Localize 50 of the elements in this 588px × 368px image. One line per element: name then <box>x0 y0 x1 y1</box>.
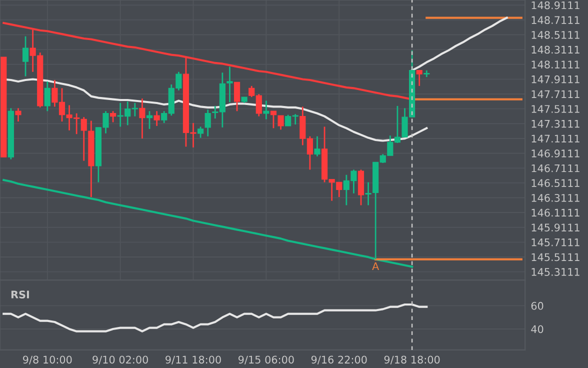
text: RSI <box>11 290 29 298</box>
x-tick-label: 9/10 02:00 <box>92 356 148 364</box>
y-tick-label: 147.1111 <box>532 134 580 142</box>
y-tick-label: 148.9111 <box>532 1 580 10</box>
candlestick <box>204 108 211 138</box>
candlestick <box>146 110 153 130</box>
candlestick <box>314 136 320 158</box>
y-tick-label: 145.5111 <box>532 253 580 262</box>
candlestick <box>44 80 50 112</box>
y-tick-label: 147.9111 <box>532 75 580 84</box>
data-label: A <box>372 262 380 270</box>
x-tick-label: 9/18 18:00 <box>384 356 440 364</box>
y-tick-label: 148.3111 <box>532 46 580 54</box>
y-tick-label: 145.7111 <box>532 238 580 246</box>
y-tick-label: 147.5111 <box>532 105 580 113</box>
y-tick-label: 147.3111 <box>532 120 580 128</box>
line-series <box>411 16 508 72</box>
candlestick <box>80 116 87 162</box>
x-tick-label: 9/16 22:00 <box>311 356 367 364</box>
candlestick <box>22 36 29 78</box>
candlestick <box>270 110 277 129</box>
line-series <box>2 178 414 268</box>
x-tick-label: 9/11 18:00 <box>166 356 221 364</box>
y-tick-label: 147.7111 <box>532 90 580 98</box>
y-tick-label: 148.1111 <box>532 60 580 68</box>
y-tick-label: 145.3111 <box>532 268 580 276</box>
candlestick <box>234 82 240 112</box>
y-tick-label: 148.7111 <box>532 16 580 24</box>
x-tick-label: 9/15 06:00 <box>238 356 294 364</box>
y-tick-label: 146.3111 <box>532 194 580 202</box>
y-tick-label: 146.7111 <box>532 164 580 172</box>
candlestick <box>278 114 284 130</box>
line-series <box>2 303 428 332</box>
y-tick-label: 148.5111 <box>532 30 580 39</box>
y-tick-label: 145.9111 <box>532 224 580 232</box>
candlestick <box>154 110 160 127</box>
candlestick <box>358 168 364 206</box>
candlestick <box>139 98 146 140</box>
y-tick-label: 146.1111 <box>532 208 580 217</box>
candlestick <box>15 107 22 122</box>
x-tick-label: 9/8 10:00 <box>23 356 72 364</box>
candlestick <box>416 70 422 87</box>
candlestick <box>365 182 372 206</box>
y-tick-label: 40 <box>531 325 544 334</box>
candlestick <box>226 66 233 103</box>
candlestick <box>110 110 116 123</box>
candlestick <box>198 126 204 138</box>
y-tick-label: 146.5111 <box>532 179 580 188</box>
y-tick-label: 60 <box>531 302 544 310</box>
y-tick-label: 146.9111 <box>532 150 580 158</box>
